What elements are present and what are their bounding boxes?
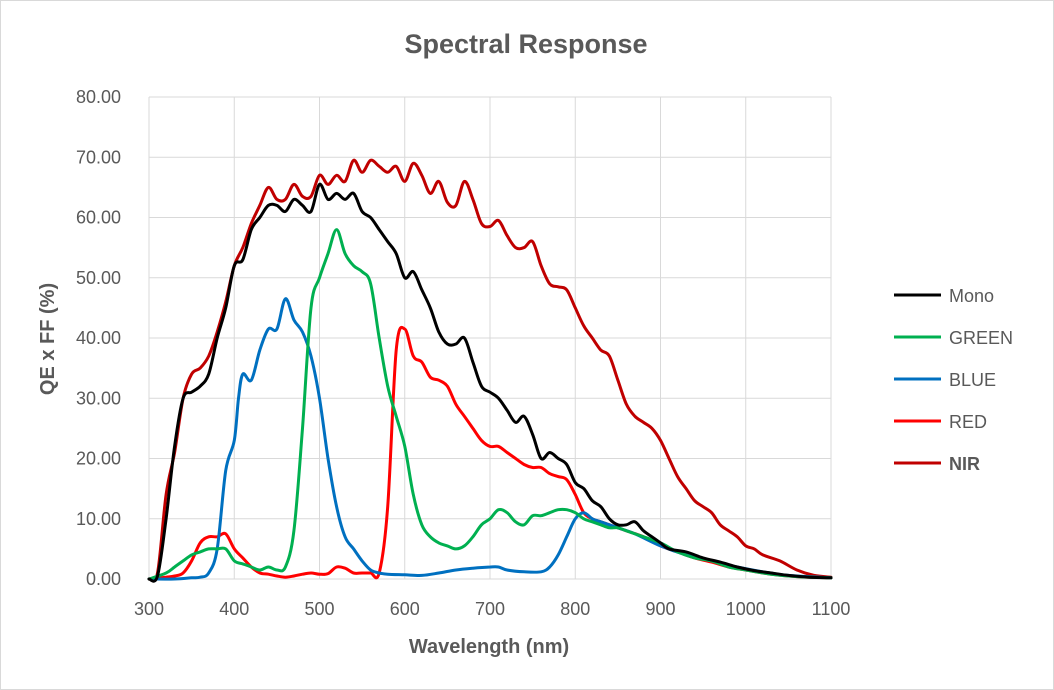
chart-title: Spectral Response — [404, 29, 647, 59]
grid-lines — [148, 96, 832, 580]
x-tick-label: 1100 — [812, 599, 851, 619]
y-tick-label: 0.00 — [86, 569, 121, 589]
y-tick-label: 60.00 — [76, 208, 121, 228]
x-axis-ticks: 300 400 500 600 700 800 900 1000 1100 — [134, 599, 850, 619]
x-tick-label: 500 — [304, 599, 334, 619]
series-line-green — [147, 228, 833, 581]
y-axis-title: QE x FF (%) — [37, 283, 59, 395]
legend-label-blue: BLUE — [949, 370, 996, 390]
series-line-nir — [147, 158, 833, 583]
x-tick-label: 400 — [219, 599, 249, 619]
x-axis-title: Wavelength (nm) — [409, 636, 569, 658]
y-tick-label: 40.00 — [76, 328, 121, 348]
legend-label-green: GREEN — [949, 328, 1013, 348]
y-tick-label: 20.00 — [76, 449, 121, 469]
legend-label-nir: NIR — [949, 454, 980, 474]
y-axis-ticks: 0.00 10.00 20.00 30.00 40.00 50.00 60.00 70.00 8… — [76, 87, 121, 589]
x-tick-label: 300 — [134, 599, 164, 619]
y-tick-label: 10.00 — [76, 509, 121, 529]
legend-label-red: RED — [949, 412, 987, 432]
legend-label-mono: Mono — [949, 286, 994, 306]
x-tick-label: 700 — [475, 599, 505, 619]
x-tick-label: 600 — [390, 599, 420, 619]
series-line-mono — [147, 182, 833, 583]
series-lines — [147, 158, 833, 583]
y-tick-label: 80.00 — [76, 87, 121, 107]
legend: Mono GREEN BLUE RED NIR — [894, 286, 1013, 474]
y-tick-label: 50.00 — [76, 268, 121, 288]
x-tick-label: 800 — [560, 599, 590, 619]
y-tick-label: 70.00 — [76, 147, 121, 167]
x-tick-label: 1000 — [726, 599, 766, 619]
y-tick-label: 30.00 — [76, 388, 121, 408]
x-tick-label: 900 — [645, 599, 675, 619]
series-line-blue — [147, 297, 833, 581]
